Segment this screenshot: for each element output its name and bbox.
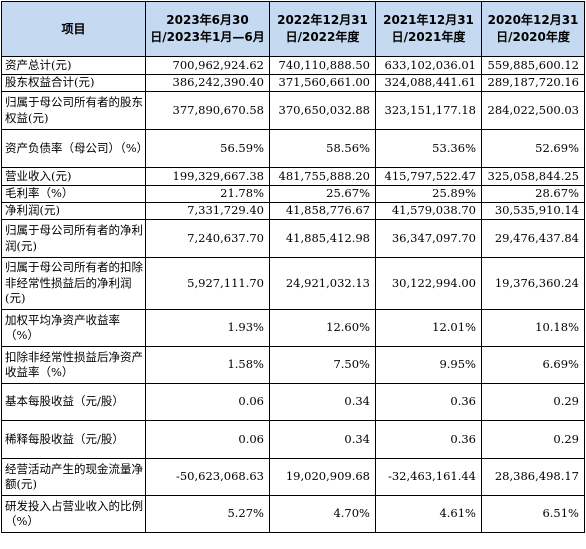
row-value: 0.06	[145, 420, 270, 459]
row-value: 30,122,994.00	[375, 257, 482, 310]
row-value: 7,240,637.70	[145, 219, 270, 258]
row-value: 12.01%	[375, 309, 482, 347]
row-label: 毛利率（%）	[1, 185, 146, 203]
row-value: 0.34	[269, 420, 376, 459]
table-row: 归属于母公司所有者的股东权益(元) 377,890,670.58 370,650,0…	[1, 91, 585, 130]
row-value: 5,927,111.70	[145, 257, 270, 310]
row-label: 归属于母公司所有者的净利润(元)	[1, 219, 146, 258]
row-value: 740,110,888.50	[269, 56, 376, 75]
header-item: 项目	[1, 1, 146, 57]
table-row: 资产负债率（母公司）（%） 56.59% 58.56% 53.36% 52.69%	[1, 129, 585, 168]
header-2022: 2022年12月31日/2022年度	[269, 1, 376, 57]
table-row: 营业收入(元) 199,329,667.38 481,755,888.20 415,7…	[1, 167, 585, 186]
row-value: 25.89%	[375, 185, 482, 203]
row-value: 41,885,412.98	[269, 219, 376, 258]
table-row: 加权平均净资产收益率（%） 1.93% 12.60% 12.01% 10.18%	[1, 309, 585, 347]
row-label: 扣除非经常性损益后净资产收益率（%）	[1, 346, 146, 384]
table-row: 净利润(元) 7,331,729.40 41,858,776.67 41,579,03…	[1, 202, 585, 220]
row-value: 53.36%	[375, 129, 482, 168]
table-row: 毛利率（%） 21.78% 25.67% 25.89% 28.67%	[1, 185, 585, 203]
row-label: 研发投入占营业收入的比例（%）	[1, 495, 146, 533]
row-value: 6.69%	[481, 346, 585, 384]
row-value: 289,187,720.16	[481, 74, 585, 92]
row-value: 41,858,776.67	[269, 202, 376, 220]
row-value: 21.78%	[145, 185, 270, 203]
row-value: 325,058,844.25	[481, 167, 585, 186]
row-value: 371,560,661.00	[269, 74, 376, 92]
table-row: 资产总计(元) 700,962,924.62 740,110,888.50 633,1…	[1, 56, 585, 75]
row-value: 25.67%	[269, 185, 376, 203]
row-value: 12.60%	[269, 309, 376, 347]
row-value: 10.18%	[481, 309, 585, 347]
row-label: 加权平均净资产收益率（%）	[1, 309, 146, 347]
financial-data-table: 项目 2023年6月30日/2023年1月—6月 2022年12月31日/202…	[1, 1, 585, 533]
table-body: 资产总计(元) 700,962,924.62 740,110,888.50 633,1…	[1, 56, 585, 533]
row-label: 归属于母公司所有者的扣除非经常性损益后的净利润(元)	[1, 257, 146, 310]
row-value: 0.29	[481, 420, 585, 459]
table-row: 稀释每股收益（元/股） 0.06 0.34 0.36 0.29	[1, 420, 585, 459]
row-value: 41,579,038.70	[375, 202, 482, 220]
row-value: 559,885,600.12	[481, 56, 585, 75]
row-value: 700,962,924.62	[145, 56, 270, 75]
row-value: 284,022,500.03	[481, 91, 585, 130]
row-value: 36,347,097.70	[375, 219, 482, 258]
row-value: 24,921,032.13	[269, 257, 376, 310]
row-value: 377,890,670.58	[145, 91, 270, 130]
table-row: 股东权益合计(元) 386,242,390.40 371,560,661.00 324…	[1, 74, 585, 92]
row-value: 29,476,437.84	[481, 219, 585, 258]
table-row: 扣除非经常性损益后净资产收益率（%） 1.58% 7.50% 9.95% 6.69%	[1, 346, 585, 384]
row-value: 7,331,729.40	[145, 202, 270, 220]
row-value: 1.58%	[145, 346, 270, 384]
header-2021: 2021年12月31日/2021年度	[375, 1, 482, 57]
row-value: 9.95%	[375, 346, 482, 384]
row-value: 19,020,909.68	[269, 458, 376, 496]
row-value: -32,463,161.44	[375, 458, 482, 496]
row-label: 营业收入(元)	[1, 167, 146, 186]
row-label: 净利润(元)	[1, 202, 146, 220]
row-value: 481,755,888.20	[269, 167, 376, 186]
row-label: 基本每股收益（元/股）	[1, 383, 146, 421]
row-value: 323,151,177.18	[375, 91, 482, 130]
row-value: 0.36	[375, 383, 482, 421]
row-label: 资产负债率（母公司）（%）	[1, 129, 146, 168]
row-value: 56.59%	[145, 129, 270, 168]
row-value: 1.93%	[145, 309, 270, 347]
row-value: 0.06	[145, 383, 270, 421]
row-label: 归属于母公司所有者的股东权益(元)	[1, 91, 146, 130]
row-value: 370,650,032.88	[269, 91, 376, 130]
row-value: 7.50%	[269, 346, 376, 384]
table-row: 基本每股收益（元/股） 0.06 0.34 0.36 0.29	[1, 383, 585, 421]
row-value: 58.56%	[269, 129, 376, 168]
table-row: 归属于母公司所有者的扣除非经常性损益后的净利润(元) 5,927,111.70 24…	[1, 257, 585, 310]
row-value: 28,386,498.17	[481, 458, 585, 496]
row-value: 633,102,036.01	[375, 56, 482, 75]
row-value: 0.36	[375, 420, 482, 459]
row-value: 30,535,910.14	[481, 202, 585, 220]
row-value: 386,242,390.40	[145, 74, 270, 92]
row-label: 经营活动产生的现金流量净额(元)	[1, 458, 146, 496]
table-row: 经营活动产生的现金流量净额(元) -50,623,068.63 19,020,909…	[1, 458, 585, 496]
row-value: 4.61%	[375, 495, 482, 533]
row-value: 324,088,441.61	[375, 74, 482, 92]
row-value: 6.51%	[481, 495, 585, 533]
row-value: 5.27%	[145, 495, 270, 533]
table-header: 项目 2023年6月30日/2023年1月—6月 2022年12月31日/202…	[1, 1, 585, 57]
row-label: 稀释每股收益（元/股）	[1, 420, 146, 459]
row-value: 4.70%	[269, 495, 376, 533]
header-row: 项目 2023年6月30日/2023年1月—6月 2022年12月31日/202…	[1, 1, 585, 57]
row-value: 0.29	[481, 383, 585, 421]
row-label: 股东权益合计(元)	[1, 74, 146, 92]
row-value: 19,376,360.24	[481, 257, 585, 310]
table-row: 归属于母公司所有者的净利润(元) 7,240,637.70 41,885,412.9…	[1, 219, 585, 258]
row-value: 28.67%	[481, 185, 585, 203]
row-value: 52.69%	[481, 129, 585, 168]
row-label: 资产总计(元)	[1, 56, 146, 75]
row-value: 199,329,667.38	[145, 167, 270, 186]
table-row: 研发投入占营业收入的比例（%） 5.27% 4.70% 4.61% 6.51%	[1, 495, 585, 533]
header-2020: 2020年12月31日/2020年度	[481, 1, 585, 57]
header-2023h1: 2023年6月30日/2023年1月—6月	[145, 1, 270, 57]
row-value: -50,623,068.63	[145, 458, 270, 496]
row-value: 415,797,522.47	[375, 167, 482, 186]
row-value: 0.34	[269, 383, 376, 421]
